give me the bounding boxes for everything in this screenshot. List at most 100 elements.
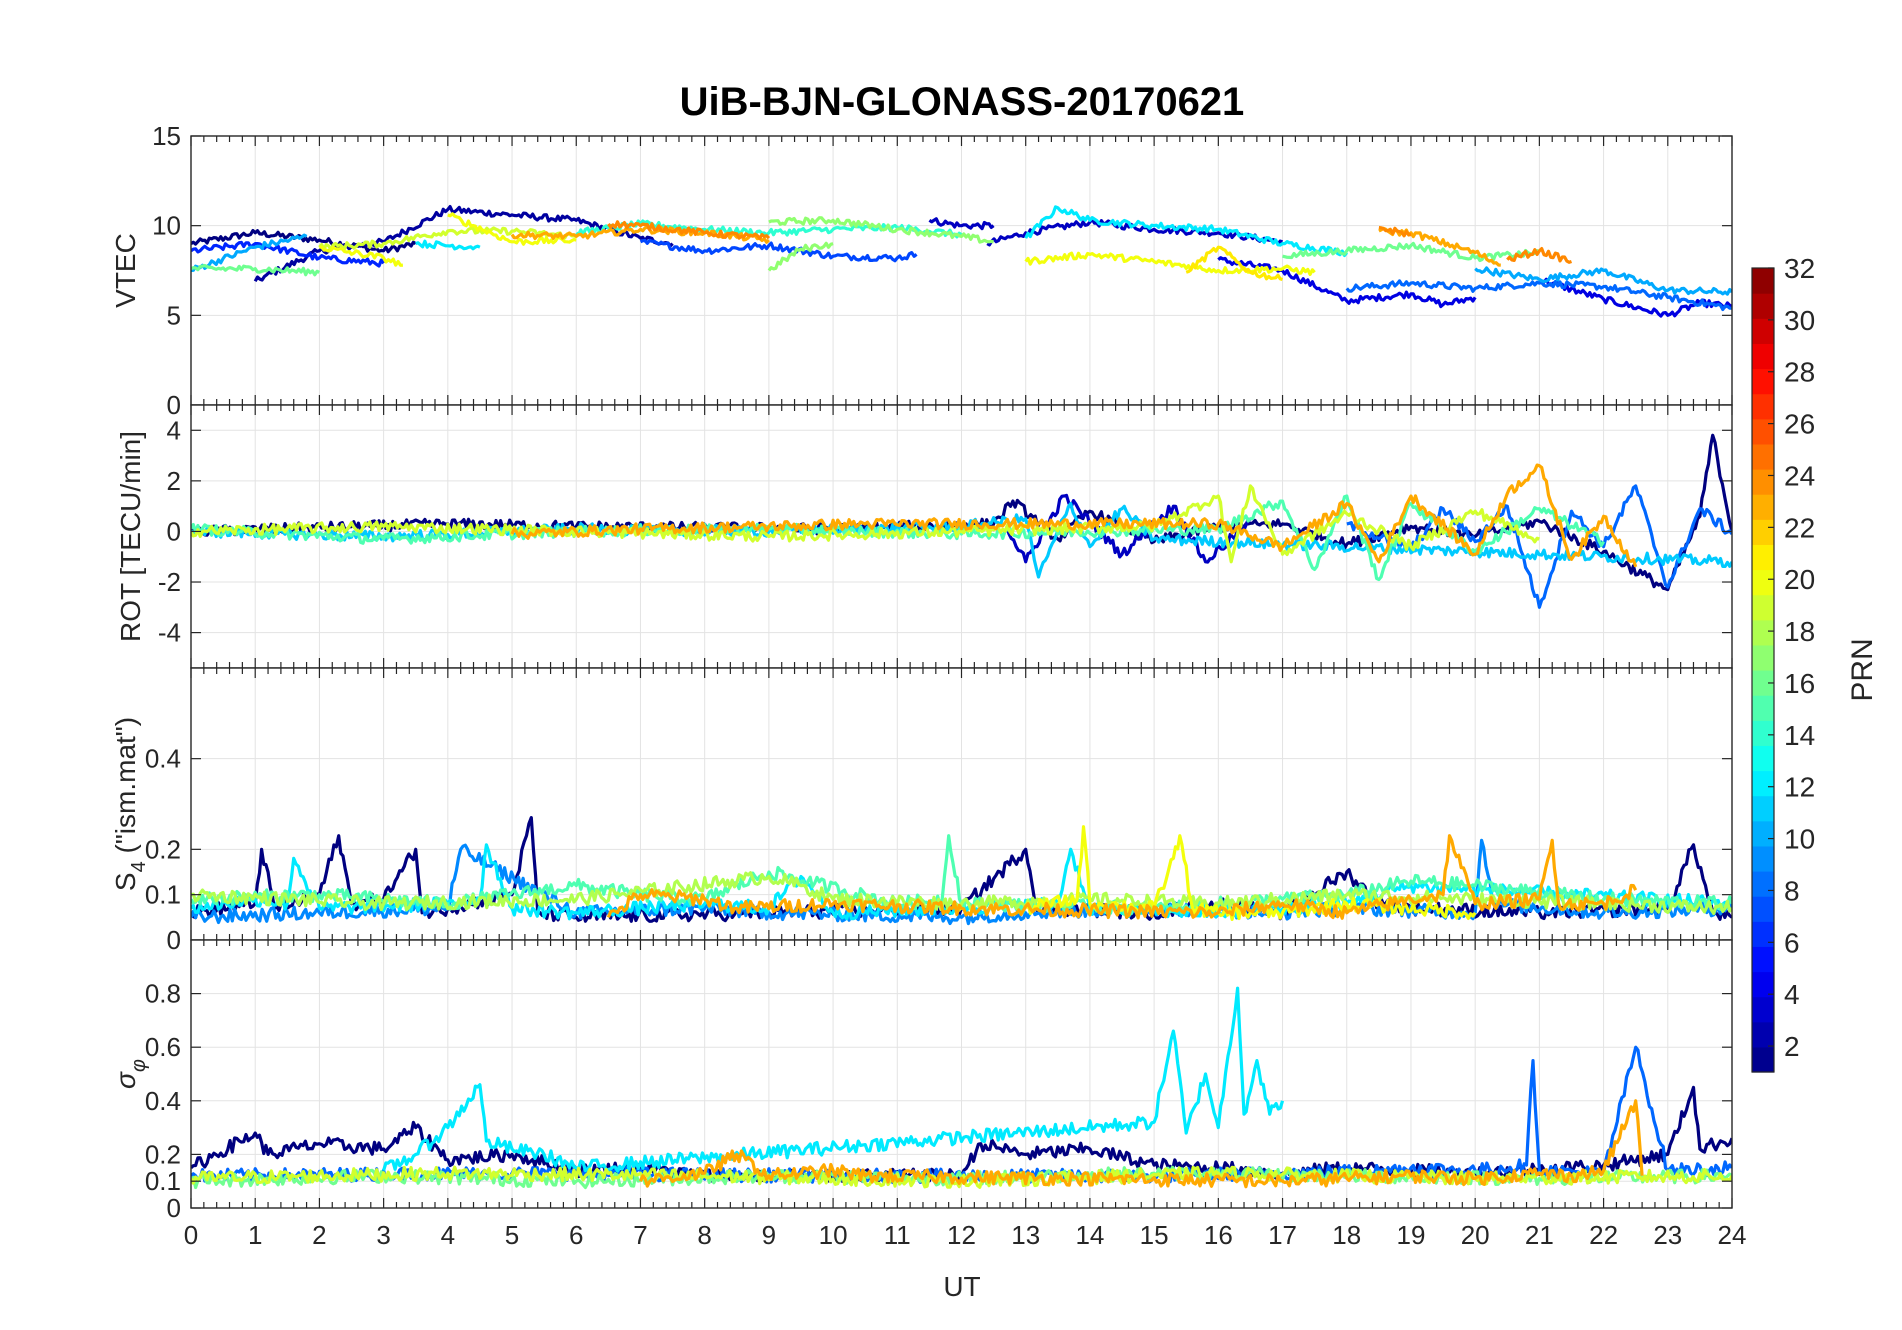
series-line-prn-20 <box>1024 251 1316 276</box>
series-line-prn-20 <box>447 212 577 246</box>
x-tick-label: 7 <box>633 1220 647 1250</box>
series-line-prn-20 <box>1024 825 1477 921</box>
colorbar-segment <box>1752 946 1774 973</box>
series-line-prn-24 <box>607 220 771 240</box>
ticks <box>190 405 1733 668</box>
x-tick-label: 3 <box>376 1220 390 1250</box>
y-tick-label: -2 <box>158 567 181 597</box>
series-line-prn-17 <box>768 216 994 244</box>
colorbar-segment <box>1752 896 1774 922</box>
x-tick-label: 8 <box>697 1220 711 1250</box>
series-line-prn-16 <box>191 263 321 277</box>
panel-0: 0 5 10 15 VTEC <box>110 121 1733 420</box>
colorbar-segment <box>1752 343 1774 370</box>
ticks <box>190 668 1733 941</box>
series-line-prn-6 <box>191 240 385 268</box>
y-tick-label: 0 <box>167 925 181 955</box>
y-axis-label: S4 ("ism.mat") <box>110 717 150 891</box>
colorbar-tick-label: 32 <box>1784 253 1815 284</box>
colorbar-segment <box>1752 318 1774 344</box>
x-tick-label: 12 <box>947 1220 976 1250</box>
colorbar-tick-label: 6 <box>1784 927 1800 958</box>
colorbar-tick-label: 2 <box>1784 1031 1800 1062</box>
colorbar-segment <box>1752 293 1774 319</box>
series-group <box>191 816 1732 926</box>
x-tick-label: 23 <box>1653 1220 1682 1250</box>
x-tick-label: 22 <box>1589 1220 1618 1250</box>
colorbar-segment <box>1752 670 1774 696</box>
colorbar-segment <box>1752 820 1774 847</box>
y-tick-label: 0.2 <box>145 834 181 864</box>
colorbar-tick-label: 20 <box>1784 564 1815 595</box>
y-tick-label: 0.8 <box>145 979 181 1009</box>
x-tick-label: 15 <box>1140 1220 1169 1250</box>
x-tick-label: 11 <box>884 1220 911 1250</box>
colorbar-segment <box>1752 594 1774 621</box>
colorbar-segment <box>1752 443 1774 470</box>
y-tick-label: 10 <box>152 211 181 241</box>
x-tick-label: 1 <box>248 1220 262 1250</box>
colorbar-segment <box>1752 971 1774 998</box>
colorbar-segment <box>1752 871 1774 897</box>
ticks <box>190 940 1733 1209</box>
x-tick-label: 4 <box>441 1220 455 1250</box>
colorbar-segment <box>1752 745 1774 772</box>
y-tick-label: -4 <box>158 618 181 648</box>
series-line-prn-16 <box>1282 241 1541 263</box>
panel-3: 00.10.2 0.4 0.6 0.8 σφ <box>110 939 1733 1223</box>
x-tick-label: 10 <box>819 1220 848 1250</box>
series-line-prn-10 <box>191 233 308 273</box>
series-line-prn-7 <box>639 238 918 263</box>
x-tick-label: 16 <box>1204 1220 1233 1250</box>
y-tick-label: 0.1 <box>145 880 181 910</box>
colorbar-segment <box>1752 268 1774 294</box>
colorbar-tick-label: 28 <box>1784 357 1815 388</box>
series-line-prn-8 <box>1345 279 1732 312</box>
colorbar-segment <box>1752 418 1774 445</box>
colorbar-tick-label: 26 <box>1784 409 1815 440</box>
colorbar-tick-label: 4 <box>1784 979 1800 1010</box>
x-tick-label: 20 <box>1461 1220 1490 1250</box>
y-tick-label: 0.6 <box>145 1032 181 1062</box>
y-tick-label: 0 <box>167 1193 181 1223</box>
series-line-prn-23 <box>510 463 1638 568</box>
y-tick-label: 0.4 <box>145 1086 181 1116</box>
x-axis-label: UT <box>943 1271 980 1302</box>
series-line-prn-19 <box>191 484 1540 564</box>
x-tick-label: 17 <box>1268 1220 1297 1250</box>
grid <box>190 405 1733 668</box>
y-axis-label: σφ <box>110 1059 150 1089</box>
colorbar-segment <box>1752 368 1774 395</box>
colorbar-segment <box>1752 845 1774 872</box>
series-line-prn-23 <box>606 834 1638 920</box>
y-axis-label: VTEC <box>110 233 141 308</box>
colorbar-tick-label: 30 <box>1784 305 1815 336</box>
panel-2: 0 0.1 0.2 0.4S4 ("ism.mat") <box>110 667 1733 955</box>
series-line-prn-1 <box>191 816 1732 923</box>
series-line-prn-3 <box>928 217 995 231</box>
x-tick-label: 24 <box>1718 1220 1747 1250</box>
x-tick-label: 18 <box>1332 1220 1361 1250</box>
colorbar-tick-label: 8 <box>1784 875 1800 906</box>
x-tick-label: 5 <box>505 1220 519 1250</box>
x-tick-label: 0 <box>184 1220 198 1250</box>
chart-title: UiB-BJN-GLONASS-20170621 <box>680 80 1245 124</box>
colorbar-frame <box>1751 267 1775 1073</box>
series-line-prn-17 <box>767 241 834 272</box>
y-tick-label: 0.4 <box>145 744 181 774</box>
series-line-prn-20 <box>319 245 404 267</box>
y-tick-label: 15 <box>152 121 181 151</box>
colorbar-tick-label: 16 <box>1784 668 1815 699</box>
series-group <box>191 205 1732 318</box>
colorbar-segment <box>1752 569 1774 596</box>
y-tick-label: 2 <box>167 466 181 496</box>
series-line-prn-23 <box>1378 226 1501 267</box>
colorbar-tick-label: 22 <box>1784 512 1815 543</box>
colorbar-label: PRN <box>1846 638 1879 701</box>
y-tick-label: 0.1 <box>145 1166 181 1196</box>
y-tick-label: 0 <box>167 390 181 420</box>
x-tick-label: 2 <box>312 1220 326 1250</box>
series-line-prn-10 <box>1474 266 1732 296</box>
